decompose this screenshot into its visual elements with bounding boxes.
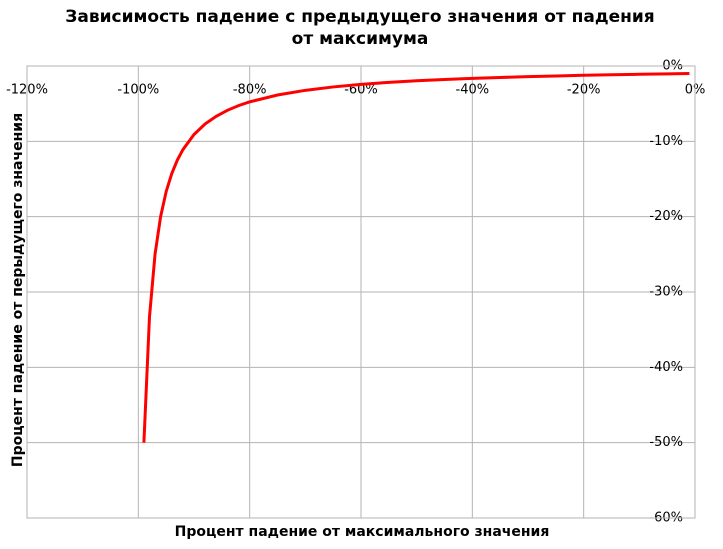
y-tick-label: -50% [649,435,683,450]
x-tick-label: -40% [456,83,490,98]
chart-title: Зависимость падение с предыдущего значен… [65,7,655,49]
x-tick-label: -100% [117,83,159,98]
x-tick-label: -80% [233,83,267,98]
y-tick-label: -40% [649,360,683,375]
x-tick-label: -20% [567,83,601,98]
data-line [142,72,690,443]
plot-border [26,65,696,519]
y-tick-label: -20% [649,209,683,224]
y-tick-label: -10% [649,134,683,149]
y-axis-title: Процент падение от перыдущего значения [10,113,26,467]
y-tick-label: -30% [649,285,683,300]
x-axis-title: Процент падение от максимального значени… [175,524,550,540]
